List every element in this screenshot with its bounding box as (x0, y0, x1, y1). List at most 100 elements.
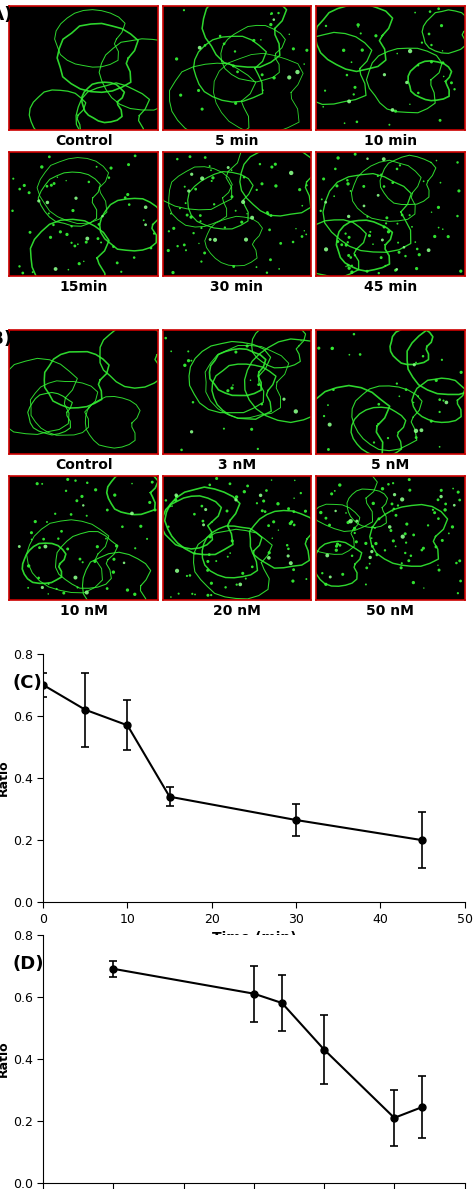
Point (64, 260, 72, 279)
Point (261, 502, 269, 521)
Point (393, 260, 401, 279)
Point (364, 149, 371, 168)
Point (103, 579, 111, 598)
Point (440, 391, 447, 410)
Point (268, 157, 276, 176)
Point (368, 529, 375, 548)
Point (344, 256, 352, 275)
Point (457, 262, 465, 281)
Point (371, 518, 379, 537)
Point (364, 207, 371, 226)
Point (333, 536, 340, 555)
Point (334, 232, 342, 251)
Point (165, 222, 173, 241)
Point (334, 535, 341, 554)
Point (363, 559, 371, 578)
Point (344, 175, 352, 194)
Point (439, 54, 447, 73)
Point (405, 552, 412, 571)
Point (93, 157, 100, 176)
Point (438, 351, 446, 370)
Point (197, 206, 204, 225)
Point (264, 203, 271, 222)
Point (369, 517, 376, 536)
Point (441, 501, 449, 520)
Point (377, 249, 385, 268)
Point (231, 42, 239, 61)
Point (351, 145, 359, 164)
Point (277, 234, 284, 253)
Point (267, 15, 274, 34)
Point (224, 547, 232, 566)
Point (301, 55, 308, 74)
Point (243, 205, 251, 224)
Point (379, 231, 386, 250)
Point (142, 197, 149, 216)
Point (248, 420, 255, 439)
Point (347, 182, 355, 201)
X-axis label: Time (min): Time (min) (211, 931, 296, 945)
Point (290, 489, 298, 508)
Point (380, 177, 388, 196)
Point (362, 575, 370, 594)
Point (445, 227, 452, 246)
Point (97, 233, 105, 252)
Text: (D): (D) (13, 955, 45, 973)
Point (113, 536, 120, 555)
Point (401, 524, 409, 543)
Point (256, 155, 264, 174)
Point (258, 502, 266, 521)
Point (185, 351, 192, 370)
Point (418, 421, 425, 440)
Point (172, 491, 180, 510)
Point (74, 234, 82, 253)
Point (200, 515, 207, 534)
Point (167, 587, 175, 606)
Point (328, 339, 336, 358)
Point (435, 560, 443, 579)
Point (410, 526, 418, 545)
Point (9, 169, 17, 188)
Point (204, 552, 212, 571)
Point (146, 493, 154, 512)
Point (210, 195, 218, 214)
Point (38, 157, 46, 176)
Point (434, 490, 442, 509)
Point (91, 552, 99, 571)
Point (353, 533, 360, 552)
Point (393, 44, 401, 63)
Point (111, 485, 118, 504)
Point (384, 428, 392, 447)
Point (124, 185, 132, 205)
Point (346, 345, 353, 364)
Point (431, 227, 438, 246)
Point (222, 578, 229, 597)
Point (297, 332, 305, 351)
Point (176, 199, 184, 218)
Point (382, 257, 389, 276)
Point (348, 263, 356, 282)
Point (455, 182, 463, 201)
Point (323, 546, 331, 565)
Point (224, 158, 232, 177)
Point (206, 157, 213, 176)
Point (267, 250, 274, 269)
Point (69, 201, 77, 220)
Point (393, 159, 401, 178)
Point (120, 553, 128, 572)
Point (16, 180, 24, 199)
Point (35, 568, 42, 587)
Point (403, 73, 410, 92)
Point (178, 440, 185, 459)
Point (386, 517, 393, 536)
Text: 50 nM: 50 nM (366, 604, 414, 617)
Point (248, 208, 256, 227)
Point (284, 540, 292, 559)
Point (435, 218, 442, 237)
Point (190, 224, 197, 243)
Point (107, 158, 115, 177)
Point (130, 249, 138, 268)
Point (182, 194, 190, 213)
Point (267, 206, 275, 225)
Point (45, 585, 52, 604)
